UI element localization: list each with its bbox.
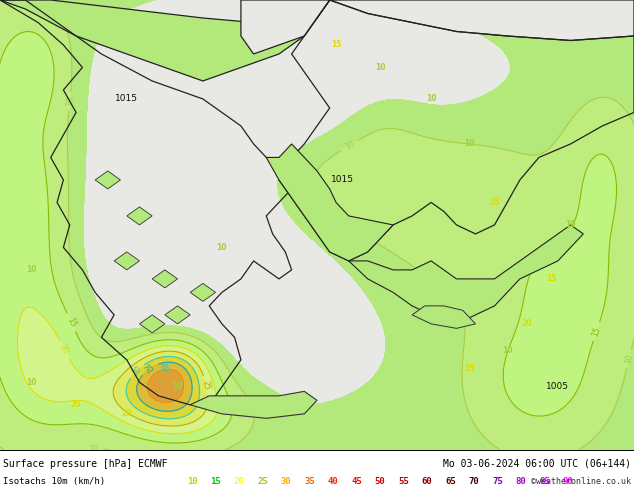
Text: 90: 90 bbox=[562, 477, 573, 486]
Polygon shape bbox=[139, 315, 165, 333]
Text: 10: 10 bbox=[89, 444, 99, 454]
Text: ©weatheronline.co.uk: ©weatheronline.co.uk bbox=[531, 477, 631, 486]
Text: 80: 80 bbox=[515, 477, 526, 486]
Text: 20: 20 bbox=[521, 319, 531, 328]
Text: Surface pressure [hPa] ECMWF: Surface pressure [hPa] ECMWF bbox=[3, 459, 167, 468]
Text: 10: 10 bbox=[502, 346, 512, 355]
Text: 35: 35 bbox=[160, 365, 170, 373]
Text: 15: 15 bbox=[591, 325, 602, 338]
Text: 10: 10 bbox=[426, 95, 436, 103]
Text: 65: 65 bbox=[445, 477, 456, 486]
Text: 1005: 1005 bbox=[547, 382, 569, 392]
Text: 10: 10 bbox=[464, 140, 474, 148]
Polygon shape bbox=[190, 283, 216, 301]
Text: 75: 75 bbox=[492, 477, 503, 486]
Text: 15: 15 bbox=[489, 198, 500, 207]
Text: 45: 45 bbox=[351, 477, 362, 486]
Polygon shape bbox=[114, 252, 139, 270]
Text: 10: 10 bbox=[343, 139, 356, 152]
Text: 20: 20 bbox=[58, 343, 70, 356]
Text: 30: 30 bbox=[281, 477, 292, 486]
Polygon shape bbox=[266, 144, 393, 261]
Text: 35: 35 bbox=[304, 477, 315, 486]
Polygon shape bbox=[349, 225, 583, 324]
Text: 10: 10 bbox=[65, 96, 75, 107]
Text: Mo 03-06-2024 06:00 UTC (06+144): Mo 03-06-2024 06:00 UTC (06+144) bbox=[443, 459, 631, 468]
Polygon shape bbox=[412, 306, 476, 328]
Text: 10: 10 bbox=[27, 378, 37, 387]
Polygon shape bbox=[95, 171, 120, 189]
Text: Isotachs 10m (km/h): Isotachs 10m (km/h) bbox=[3, 477, 105, 486]
Text: 35: 35 bbox=[143, 362, 156, 375]
Text: 40: 40 bbox=[328, 477, 339, 486]
Text: 25: 25 bbox=[257, 477, 268, 486]
Text: 15: 15 bbox=[331, 41, 341, 49]
Text: 10: 10 bbox=[217, 243, 227, 252]
Text: 1015: 1015 bbox=[331, 175, 354, 184]
Text: 10: 10 bbox=[27, 266, 37, 274]
Text: 10: 10 bbox=[566, 220, 576, 229]
Text: 55: 55 bbox=[398, 477, 409, 486]
Polygon shape bbox=[127, 207, 152, 225]
Text: 20: 20 bbox=[122, 409, 132, 418]
Polygon shape bbox=[241, 0, 634, 54]
Text: 1015: 1015 bbox=[115, 95, 138, 103]
Text: 10: 10 bbox=[187, 477, 198, 486]
Text: 30: 30 bbox=[130, 364, 143, 377]
Text: 15: 15 bbox=[464, 365, 474, 373]
Polygon shape bbox=[152, 270, 178, 288]
Text: 10: 10 bbox=[623, 353, 634, 364]
Text: 50: 50 bbox=[375, 477, 385, 486]
Text: 10: 10 bbox=[375, 63, 385, 72]
Text: 20: 20 bbox=[234, 477, 245, 486]
Text: 25: 25 bbox=[201, 380, 212, 391]
Polygon shape bbox=[190, 392, 317, 418]
Polygon shape bbox=[165, 306, 190, 324]
Text: 20: 20 bbox=[71, 400, 81, 409]
Text: 85: 85 bbox=[539, 477, 550, 486]
Text: 70: 70 bbox=[469, 477, 479, 486]
Text: 15: 15 bbox=[65, 316, 77, 329]
Text: 10: 10 bbox=[172, 382, 183, 392]
Text: 15: 15 bbox=[547, 274, 557, 283]
Polygon shape bbox=[0, 0, 330, 81]
Text: 60: 60 bbox=[422, 477, 432, 486]
Text: 15: 15 bbox=[210, 477, 221, 486]
